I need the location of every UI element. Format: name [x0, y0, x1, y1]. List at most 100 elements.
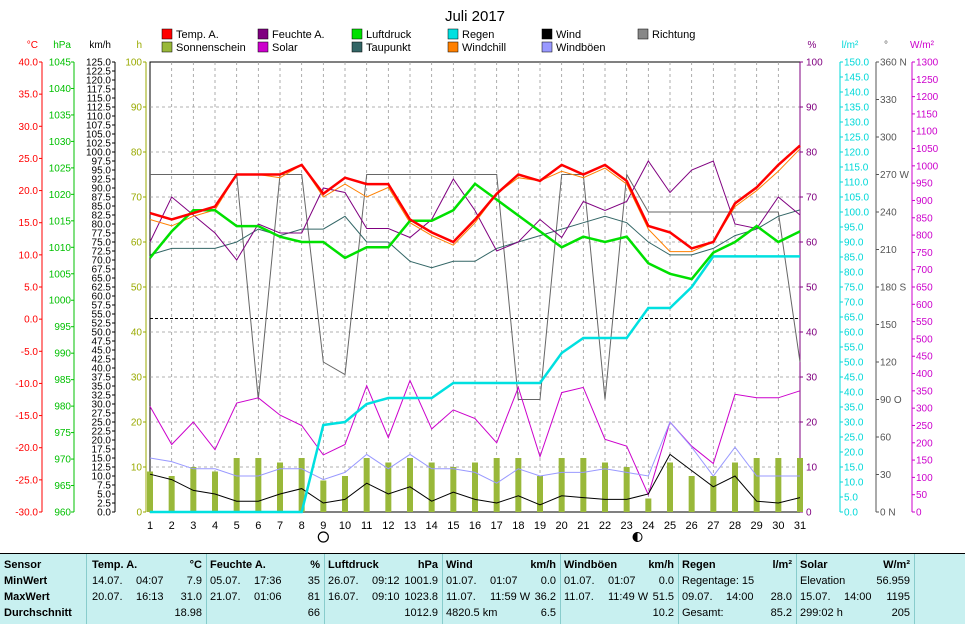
stats-feuchte-cell: 05.07.: [210, 575, 241, 587]
solar-tick-label: 600: [916, 300, 933, 311]
solar-tick-label: 150: [916, 456, 933, 467]
sunshine-bar: [775, 458, 782, 512]
pct-tick-label: 30: [806, 373, 818, 384]
legend-label: Feuchte A.: [272, 29, 325, 41]
pct-tick-label: 70: [806, 193, 818, 204]
stats-regen-unit: l/m²: [772, 559, 792, 571]
sunshine-bar: [645, 498, 652, 512]
rain-tick-label: 5.0: [844, 493, 858, 504]
sunshine-bar: [515, 458, 522, 512]
x-tick-label: 25: [664, 520, 676, 532]
stats-wind-column: Wind km/h 01.07. 01:07 0.0 11.07. 11:59 W 36.2 4…: [442, 554, 561, 624]
sunshine-bar: [212, 471, 218, 512]
hours-tick-label: 70: [131, 193, 143, 204]
weather-chart: Juli 2017 Temp. A. Feuchte A. Luftdruck Reg…: [15, 8, 939, 543]
solar-tick-label: 450: [916, 352, 933, 363]
stats-feuchte-cell: 66: [307, 607, 320, 619]
sunshine-bar: [472, 462, 478, 512]
stats-wind-cell: 11:59 W: [490, 591, 531, 603]
stats-windboeen-cell: 0.0: [658, 575, 674, 587]
series-wind: [149, 453, 801, 506]
x-tick-label: 26: [686, 520, 698, 532]
solar-tick-label: 0: [916, 508, 922, 519]
rain-tick-label: 100.0: [844, 208, 869, 219]
legend-label: Taupunkt: [366, 42, 411, 54]
pct-tick-label: 40: [806, 328, 818, 339]
stats-solar-cell: 1195: [886, 591, 910, 603]
temp-tick-label: 10.0: [19, 250, 39, 261]
stats-windboeen-cell: 01.07.: [564, 575, 595, 587]
x-tick-label: 9: [320, 520, 326, 532]
x-tick-label: 30: [772, 520, 784, 532]
solar-tick-label: 850: [916, 213, 933, 224]
series-taupunkt: [149, 209, 801, 269]
temp-tick-label: -25.0: [15, 475, 38, 486]
rain-tick-label: 115.0: [844, 163, 869, 174]
rain-tick-label: 125.0: [844, 133, 869, 144]
hours-tick-label: 100: [125, 58, 142, 69]
sunshine-bar: [537, 476, 543, 512]
stats-feuchte-cell: 21.07.: [210, 591, 241, 603]
pct-tick-label: 0: [806, 508, 812, 519]
hours-tick-label: 30: [131, 373, 143, 384]
dir-tick-label: 60: [880, 433, 892, 444]
solar-tick-label: 1300: [916, 58, 939, 69]
hpa-axis-unit: hPa: [53, 40, 71, 51]
hpa-tick-label: 970: [54, 455, 71, 466]
stats-solar-header: Solar: [800, 559, 828, 571]
rain-tick-label: 25.0: [844, 433, 864, 444]
temp-tick-label: -10.0: [15, 379, 38, 390]
stats-windboeen-cell: 51.5: [652, 591, 674, 603]
solar-tick-label: 800: [916, 231, 933, 242]
kmh-tick-label: 12.5: [92, 463, 112, 474]
rain-tick-label: 55.0: [844, 343, 864, 354]
kmh-tick-label: 122.5: [86, 67, 111, 78]
sunshine-bar: [688, 476, 695, 512]
x-tick-label: 22: [599, 520, 611, 532]
x-tick-label: 29: [751, 520, 763, 532]
legend-swatch: [351, 28, 363, 40]
rain-tick-label: 105.0: [844, 193, 869, 204]
half-moon-shade: [633, 532, 638, 542]
hpa-tick-label: 1000: [49, 296, 72, 307]
sunshine-bar: [493, 458, 500, 512]
rain-tick-label: 85.0: [844, 253, 864, 264]
kmh-tick-label: 72.5: [92, 247, 112, 258]
sunshine-bar: [233, 458, 240, 512]
hours-tick-label: 10: [131, 463, 143, 474]
stats-temp-cell: 04:07: [136, 575, 164, 587]
sunshine-bar: [623, 467, 630, 512]
sunshine-bar: [753, 458, 760, 512]
x-tick-label: 19: [534, 520, 546, 532]
x-tick-label: 1: [147, 520, 153, 532]
hpa-tick-label: 1030: [49, 137, 72, 148]
x-tick-label: 7: [277, 520, 283, 532]
stats-luftdruck-column: Luftdruck hPa 26.07. 09:12 1001.9 16.07. 09:10…: [324, 554, 443, 624]
kmh-tick-label: 40.0: [92, 364, 112, 375]
stats-label-max: MaxWert: [4, 591, 50, 603]
kmh-tick-label: 105.0: [86, 130, 111, 141]
solar-tick-label: 400: [916, 369, 933, 380]
legend-label: Wind: [556, 29, 581, 41]
rain-tick-label: 95.0: [844, 223, 864, 234]
sunshine-bar: [147, 471, 153, 512]
dir-tick-label: 300: [880, 133, 897, 144]
stats-windboeen-cell: 10.2: [652, 607, 674, 619]
temp-tick-label: 5.0: [24, 283, 38, 294]
legend-swatch: [541, 41, 553, 53]
stats-regen-cell: 85.2: [770, 607, 792, 619]
stats-regen-cell: Gesamt:: [682, 607, 724, 619]
stats-regen-header: Regen: [682, 559, 716, 571]
legend-swatch: [257, 41, 269, 53]
solar-tick-label: 250: [916, 421, 933, 432]
rain-tick-label: 80.0: [844, 268, 864, 279]
dir-tick-label: 180 S: [880, 283, 906, 294]
stats-luftdruck-cell: 26.07.: [328, 575, 359, 587]
axes: °C -30.0 -25.0 -20.0 -15.0 -10.0 -5.0 0.0 5.0 10.…: [15, 40, 938, 519]
x-tick-label: 21: [577, 520, 589, 532]
dir-tick-label: 210: [880, 245, 897, 256]
stats-luftdruck-header: Luftdruck: [328, 559, 379, 571]
sunshine-bar: [385, 462, 392, 512]
temp-tick-label: 35.0: [19, 90, 39, 101]
